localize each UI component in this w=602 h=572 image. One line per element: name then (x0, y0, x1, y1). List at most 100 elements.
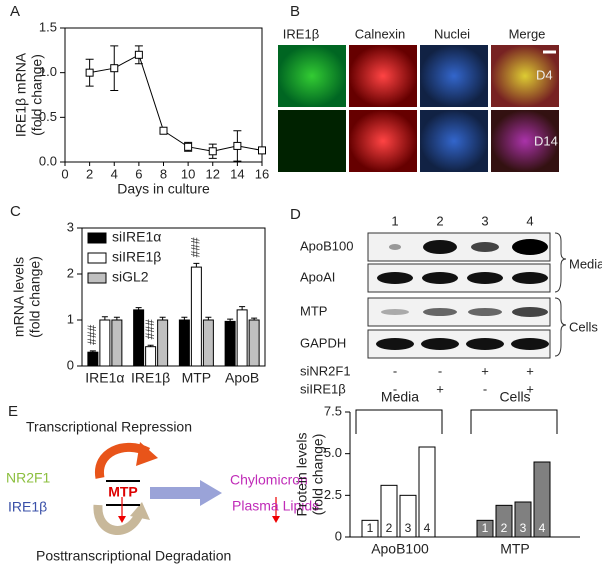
x-tick-label: 14 (230, 166, 244, 181)
row-label: D14 (534, 133, 558, 148)
x-tick-label: IRE1β (131, 370, 170, 386)
y-axis-label: (fold change) (29, 54, 45, 136)
group-bracket (470, 409, 558, 434)
row-label: D4 (536, 67, 553, 82)
column-label: Calnexin (355, 26, 406, 41)
outcome: Chylomicron (230, 472, 308, 488)
line (89, 54, 263, 152)
annotation: ### (189, 237, 203, 257)
treatment-sign: - (483, 381, 487, 396)
x-tick-label: MTP (182, 370, 212, 386)
x-tick-label: MTP (500, 541, 530, 557)
micrograph-grid (278, 45, 559, 172)
error-bar (89, 350, 96, 353)
diagram (93, 442, 280, 535)
marker (208, 147, 217, 156)
bar (99, 319, 111, 367)
legend-swatch (87, 252, 107, 264)
y-tick-label: 5.0 (324, 445, 342, 460)
band (423, 308, 457, 316)
error-bar (113, 316, 120, 320)
error-bar (193, 262, 200, 268)
marker (159, 126, 168, 135)
band (468, 308, 502, 316)
error-bar (205, 316, 212, 320)
lane-number: 4 (526, 213, 533, 228)
error-bar (239, 306, 246, 310)
y-tick-label: 3 (67, 219, 74, 234)
plot-frame (81, 227, 266, 367)
bar (87, 351, 99, 367)
bar (236, 309, 248, 367)
western-blots (367, 232, 567, 359)
y-tick-label: 1.0 (39, 64, 57, 79)
annotation: ### (143, 319, 157, 339)
lane-number: 2 (436, 213, 443, 228)
bar (495, 504, 513, 538)
band (423, 240, 457, 254)
micrograph (349, 45, 417, 107)
y-axis-label: (fold change) (27, 256, 43, 338)
band (389, 244, 401, 250)
x-tick-label: 0 (61, 166, 68, 181)
error-bar (159, 316, 166, 320)
error-bar (227, 318, 234, 322)
band (471, 242, 499, 252)
treatment-label: siIRE1β (300, 381, 346, 396)
group-bracket (355, 409, 443, 434)
y-tick-label: 2.5 (324, 487, 342, 502)
y-tick-label: 0.0 (39, 153, 57, 168)
flow-arrow (150, 480, 222, 506)
treatment-sign: - (393, 381, 397, 396)
treatment-sign: + (526, 381, 534, 396)
arrow-head (130, 502, 150, 520)
x-tick-label: 4 (111, 166, 118, 181)
marker (134, 50, 143, 59)
bar (178, 319, 190, 367)
lane-number: 1 (391, 213, 398, 228)
blot-label: MTP (300, 303, 327, 318)
bar (145, 346, 157, 367)
bar-label: 4 (539, 521, 546, 535)
error-bar (147, 344, 154, 347)
treatment-label: siNR2F1 (300, 363, 351, 378)
marker (258, 146, 266, 155)
error-bar (181, 316, 188, 320)
micrograph (491, 110, 559, 172)
y-tick-label: 1.5 (39, 19, 57, 34)
x-tick-label: 10 (181, 166, 195, 181)
bar (380, 484, 398, 538)
y-axis-label: (fold change) (310, 434, 326, 516)
band (512, 239, 548, 255)
group-label: Cells (499, 389, 530, 405)
band (377, 272, 413, 284)
band (466, 338, 504, 350)
x-tick-label: 16 (255, 166, 269, 181)
annotation: ### (85, 324, 99, 344)
panel-letter: A (10, 3, 20, 20)
bar-label: 2 (386, 521, 393, 535)
column-label: Merge (509, 26, 546, 41)
group-label: Media (381, 389, 419, 405)
band (467, 272, 503, 284)
x-tick-label: 8 (160, 166, 167, 181)
bar (514, 501, 532, 538)
bar-label: 4 (424, 521, 431, 535)
blot-label: GAPDH (300, 335, 346, 350)
regulator: NR2F1 (6, 470, 51, 486)
y-tick-label: 0 (67, 357, 74, 372)
band (512, 272, 548, 284)
panel-letter: B (290, 3, 300, 20)
bar-label: 2 (501, 521, 508, 535)
bar-label: 1 (367, 521, 374, 535)
bracket-label: Cells (569, 319, 598, 334)
micrograph (420, 110, 488, 172)
micrograph (491, 45, 559, 107)
bar (399, 494, 417, 538)
treatment-sign: - (393, 363, 397, 378)
column-label: IRE1β (283, 26, 319, 41)
band (512, 307, 548, 317)
regulator: IRE1β (8, 499, 47, 515)
x-tick-label: 6 (135, 166, 142, 181)
